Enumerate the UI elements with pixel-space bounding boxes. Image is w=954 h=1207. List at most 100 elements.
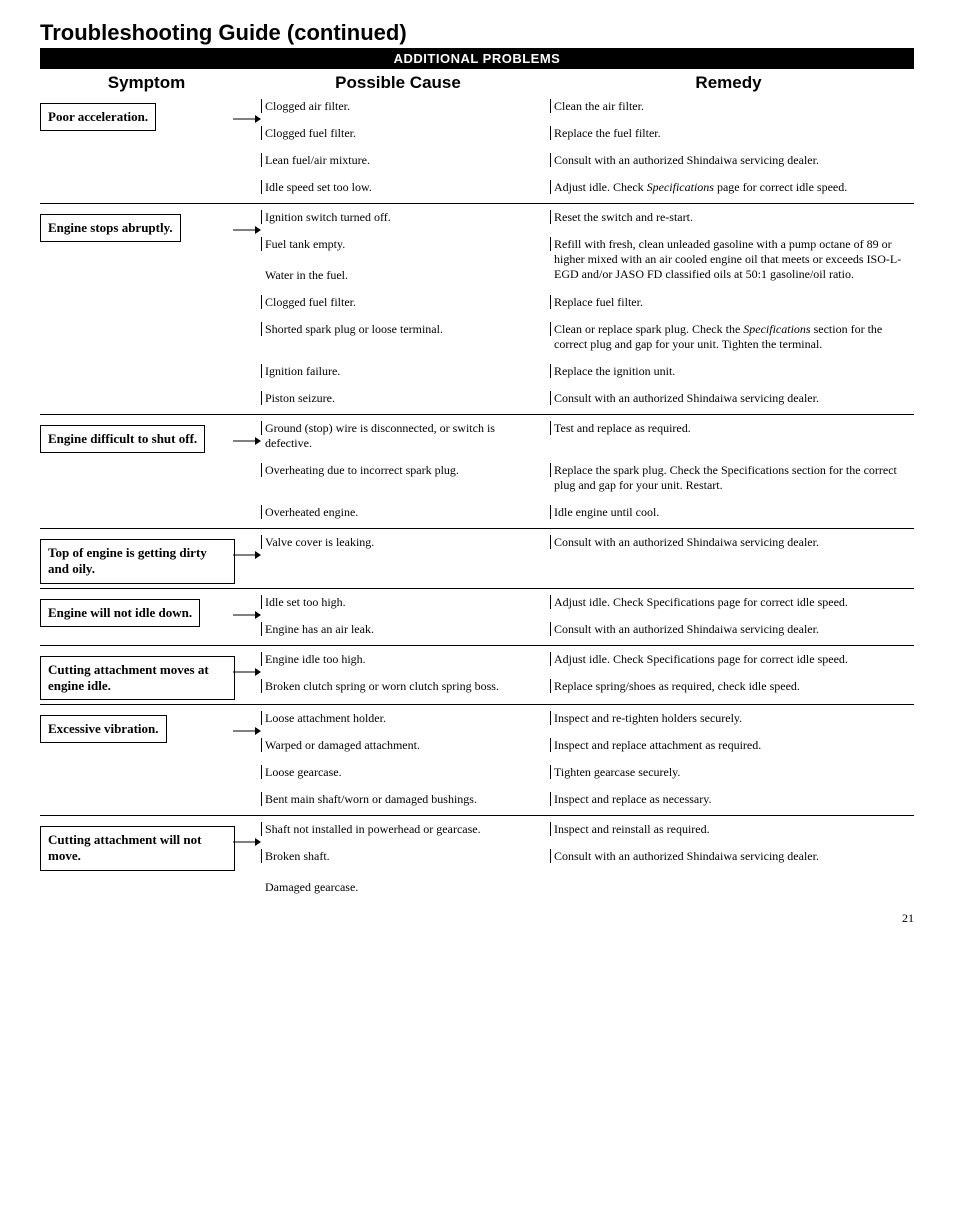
cause-remedy-row: Warped or damaged attachment.Inspect and… [265,738,914,753]
remedy: Clean the air filter. [550,99,914,114]
cause-remedy-row: Broken shaft.Damaged gearcase.Consult wi… [265,849,914,895]
cause-remedy-row: Shorted spark plug or loose terminal.Cle… [265,322,914,352]
possible-cause: Clogged air filter. [265,99,550,114]
symptom-box: Poor acceleration. [40,103,156,131]
remedy: Consult with an authorized Shindaiwa ser… [550,535,914,550]
cause-remedy-row: Loose attachment holder.Inspect and re-t… [265,711,914,726]
possible-cause: Overheating due to incorrect spark plug. [265,463,550,478]
symptom-box: Engine will not idle down. [40,599,200,627]
troubleshoot-section: Excessive vibration. Loose attachment hol… [40,704,914,815]
cause-remedy-row: Fuel tank empty.Water in the fuel.Refill… [265,237,914,283]
possible-cause: Loose gearcase. [265,765,550,780]
section-header-bar: ADDITIONAL PROBLEMS [40,48,914,69]
possible-cause: Valve cover is leaking. [265,535,550,550]
cause-remedy-row: Broken clutch spring or worn clutch spri… [265,679,914,694]
cause-remedy-row: Ignition failure.Replace the ignition un… [265,364,914,379]
possible-cause: Broken shaft.Damaged gearcase. [265,849,550,895]
troubleshoot-section: Poor acceleration. Clogged air filter.Cle… [40,99,914,203]
possible-cause: Shorted spark plug or loose terminal. [265,322,550,337]
remedy: Inspect and re-tighten holders securely. [550,711,914,726]
remedy: Adjust idle. Check Specifications page f… [550,595,914,610]
troubleshoot-section: Engine will not idle down. Idle set too h… [40,588,914,645]
cause-remedy-row: Engine idle too high.Adjust idle. Check … [265,652,914,667]
possible-cause: Ignition switch turned off. [265,210,550,225]
arrow-icon [233,607,263,627]
cause-remedy-row: Shaft not installed in powerhead or gear… [265,822,914,837]
page-title: Troubleshooting Guide (continued) [40,20,914,46]
troubleshoot-section: Engine difficult to shut off. Ground (sto… [40,414,914,528]
remedy: Consult with an authorized Shindaiwa ser… [550,391,914,406]
troubleshoot-section: Cutting attachment will not move. Shaft n… [40,815,914,903]
possible-cause: Idle set too high. [265,595,550,610]
cause-remedy-row: Idle speed set too low.Adjust idle. Chec… [265,180,914,195]
cause-remedy-row: Bent main shaft/worn or damaged bushings… [265,792,914,807]
symptom-box: Cutting attachment moves at engine idle. [40,656,235,701]
remedy: Replace the spark plug. Check the Specif… [550,463,914,493]
remedy: Inspect and replace as necessary. [550,792,914,807]
troubleshoot-section: Engine stops abruptly. Ignition switch tu… [40,203,914,414]
cause-remedy-row: Ground (stop) wire is disconnected, or s… [265,421,914,451]
cause-remedy-row: Valve cover is leaking.Consult with an a… [265,535,914,550]
symptom-box: Engine difficult to shut off. [40,425,205,453]
possible-cause: Clogged fuel filter. [265,295,550,310]
remedy: Tighten gearcase securely. [550,765,914,780]
remedy: Adjust idle. Check Specifications page f… [550,180,914,195]
cause-remedy-row: Loose gearcase.Tighten gearcase securely… [265,765,914,780]
cause-remedy-row: Clogged fuel filter.Replace fuel filter. [265,295,914,310]
possible-cause: Ground (stop) wire is disconnected, or s… [265,421,550,451]
cause-remedy-row: Piston seizure.Consult with an authorize… [265,391,914,406]
possible-cause: Fuel tank empty.Water in the fuel. [265,237,550,283]
possible-cause: Lean fuel/air mixture. [265,153,550,168]
symptom-box: Cutting attachment will not move. [40,826,235,871]
header-symptom: Symptom [40,73,253,93]
remedy: Replace fuel filter. [550,295,914,310]
possible-cause: Engine idle too high. [265,652,550,667]
symptom-box: Top of engine is getting dirty and oily. [40,539,235,584]
symptom-box: Excessive vibration. [40,715,167,743]
possible-cause: Idle speed set too low. [265,180,550,195]
title-main: Troubleshooting Guide [40,20,281,45]
cause-remedy-row: Engine has an air leak.Consult with an a… [265,622,914,637]
arrow-icon [233,664,263,684]
troubleshoot-section: Cutting attachment moves at engine idle.… [40,645,914,705]
cause-remedy-row: Lean fuel/air mixture.Consult with an au… [265,153,914,168]
possible-cause: Piston seizure. [265,391,550,406]
possible-cause: Engine has an air leak. [265,622,550,637]
page-number: 21 [40,911,914,926]
remedy: Replace the fuel filter. [550,126,914,141]
remedy: Inspect and replace attachment as requir… [550,738,914,753]
possible-cause: Warped or damaged attachment. [265,738,550,753]
cause-remedy-row: Clogged air filter.Clean the air filter. [265,99,914,114]
possible-cause: Loose attachment holder. [265,711,550,726]
cause-remedy-row: Overheated engine.Idle engine until cool… [265,505,914,520]
possible-cause: Clogged fuel filter. [265,126,550,141]
remedy: Clean or replace spark plug. Check the S… [550,322,914,352]
remedy: Test and replace as required. [550,421,914,436]
remedy: Idle engine until cool. [550,505,914,520]
arrow-icon [233,723,263,743]
cause-remedy-row: Idle set too high.Adjust idle. Check Spe… [265,595,914,610]
arrow-icon [233,433,263,453]
arrow-icon [233,111,263,131]
remedy: Consult with an authorized Shindaiwa ser… [550,849,914,864]
arrow-icon [233,547,263,567]
title-continued: (continued) [287,20,407,45]
possible-cause: Broken clutch spring or worn clutch spri… [265,679,550,694]
symptom-box: Engine stops abruptly. [40,214,181,242]
arrow-icon [233,834,263,854]
possible-cause: Shaft not installed in powerhead or gear… [265,822,550,837]
cause-remedy-row: Ignition switch turned off.Reset the swi… [265,210,914,225]
cause-remedy-row: Clogged fuel filter.Replace the fuel fil… [265,126,914,141]
cause-remedy-row: Overheating due to incorrect spark plug.… [265,463,914,493]
remedy: Consult with an authorized Shindaiwa ser… [550,153,914,168]
remedy: Refill with fresh, clean unleaded gasoli… [550,237,914,282]
header-cause: Possible Cause [253,73,543,93]
possible-cause: Overheated engine. [265,505,550,520]
remedy: Reset the switch and re-start. [550,210,914,225]
possible-cause: Ignition failure. [265,364,550,379]
arrow-icon [233,222,263,242]
column-headers: Symptom Possible Cause Remedy [40,73,914,93]
troubleshoot-section: Top of engine is getting dirty and oily.… [40,528,914,588]
remedy: Consult with an authorized Shindaiwa ser… [550,622,914,637]
header-remedy: Remedy [543,73,914,93]
